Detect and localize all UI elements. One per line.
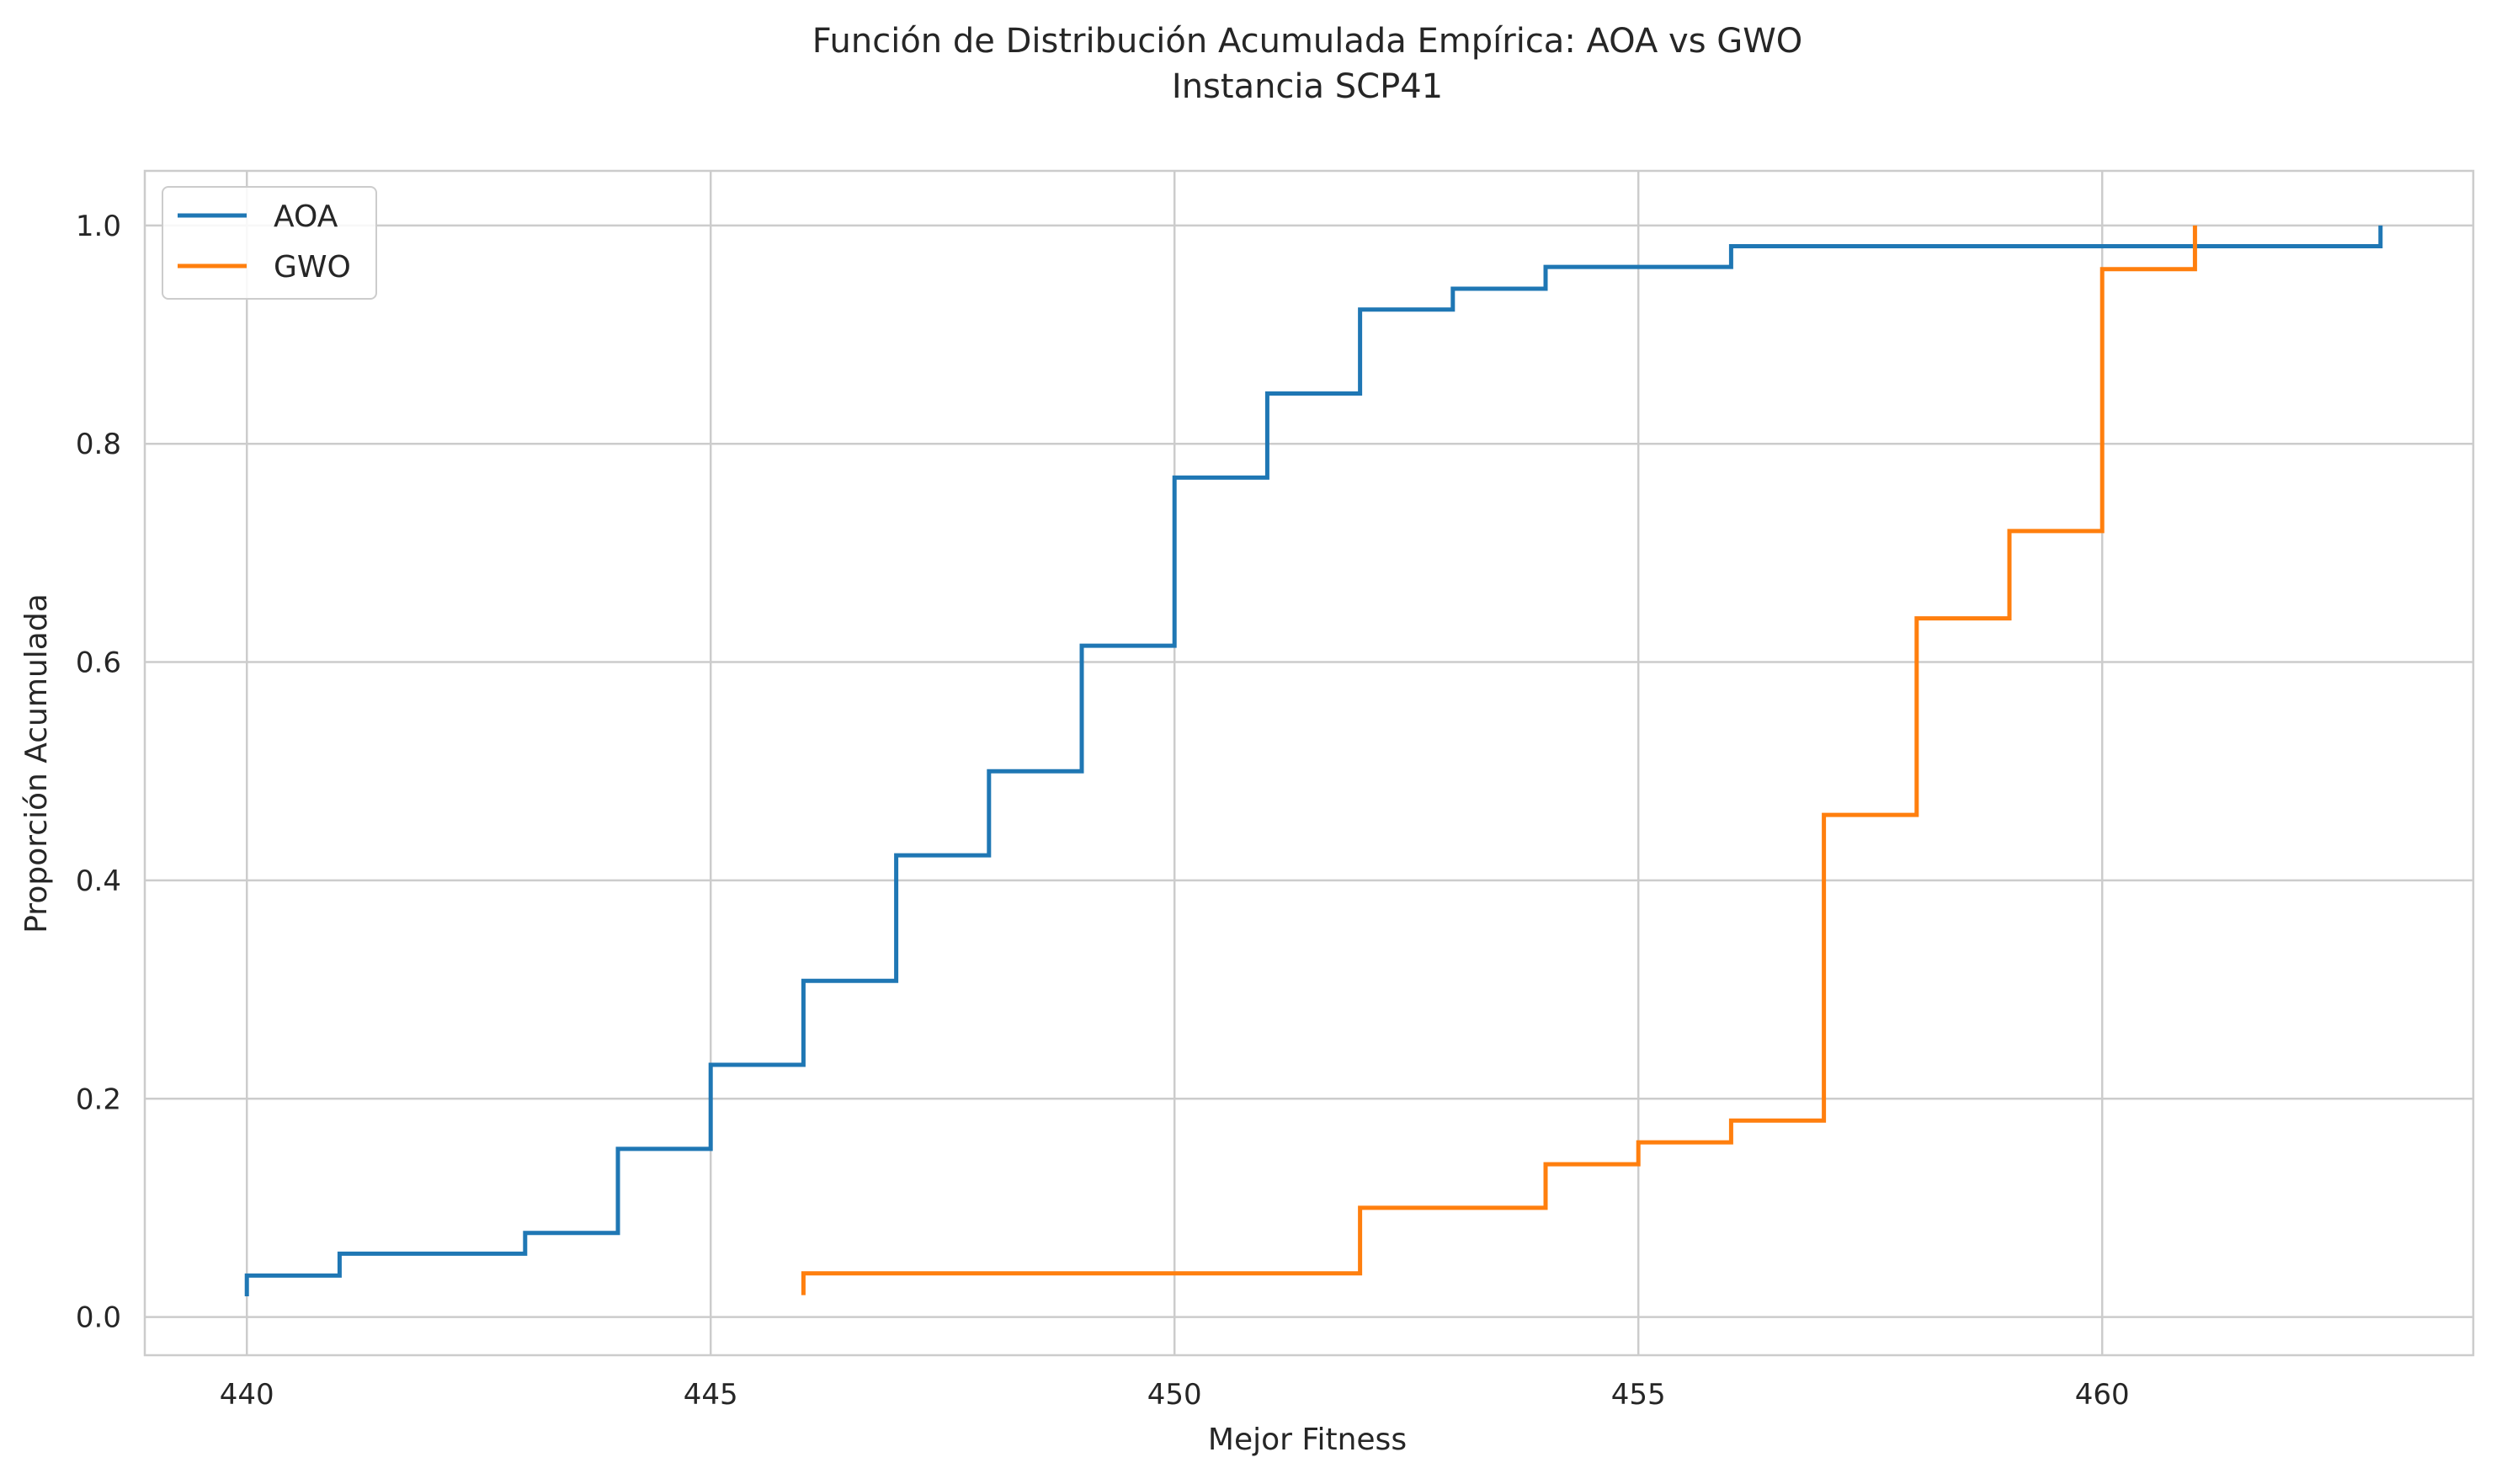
y-tick-label: 0.6 [76,646,121,680]
x-tick-label: 455 [1611,1378,1666,1412]
series-layer [244,225,2383,1296]
tick-labels: 440 445 450 455 460 0.0 0.2 0.4 0.6 0.8 1.0 [76,210,2130,1412]
chart-title: Función de Distribución Acumulada Empíri… [812,22,1803,61]
legend: AOA GWO [162,186,377,300]
x-tick-label: 460 [2075,1378,2130,1412]
y-tick-label: 1.0 [76,210,121,243]
y-axis-label: Proporción Acumulada [19,593,54,933]
y-tick-label: 0.0 [76,1301,121,1335]
x-tick-label: 445 [684,1378,738,1412]
chart-subtitle: Instancia SCP41 [1172,67,1443,106]
y-tick-label: 0.4 [76,864,121,898]
x-tick-label: 450 [1147,1378,1202,1412]
series-line-aoa [244,225,2383,1296]
legend-label-gwo: GWO [274,250,351,285]
x-axis-label: Mejor Fitness [1208,1423,1407,1457]
y-tick-label: 0.2 [76,1082,121,1116]
grid [145,171,2473,1355]
series-line-gwo [801,225,2197,1295]
y-tick-label: 0.8 [76,428,121,461]
legend-label-aoa: AOA [274,199,338,234]
x-tick-label: 440 [220,1378,274,1412]
plot-area-frame [143,169,2475,1357]
